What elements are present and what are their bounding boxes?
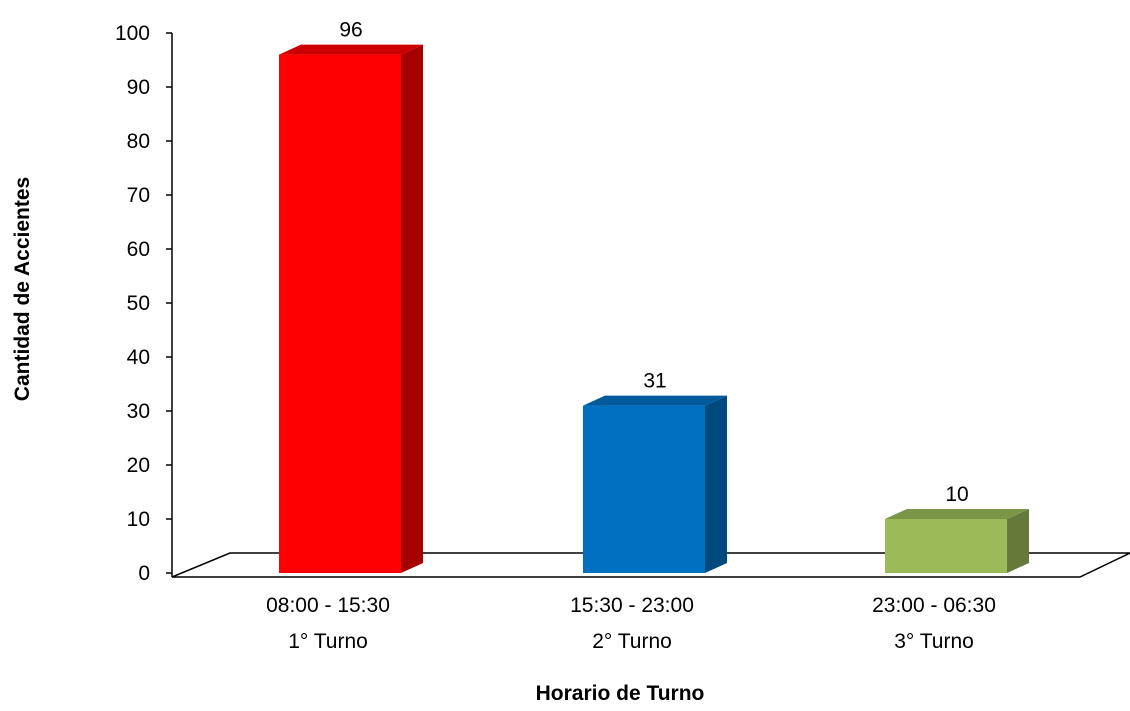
y-tick-label: 70 <box>127 184 150 207</box>
bar-top <box>279 44 423 55</box>
x-tick-label-time: 23:00 - 06:30 <box>872 594 996 617</box>
bar <box>885 509 1029 573</box>
y-tick-label: 40 <box>127 346 150 369</box>
bar <box>279 44 423 574</box>
y-tick-label: 10 <box>127 508 150 531</box>
x-tick-label-shift: 1° Turno <box>288 630 368 653</box>
y-tick-label: 80 <box>127 130 150 153</box>
y-tick-label: 0 <box>138 562 150 585</box>
bar-side <box>401 44 423 574</box>
y-tick-label: 60 <box>127 238 150 261</box>
y-tick-label: 100 <box>115 22 150 45</box>
bar-front <box>279 54 401 574</box>
x-tick-label-shift: 3° Turno <box>894 630 974 653</box>
data-labels: 96 31 10 <box>339 19 968 506</box>
bar <box>583 395 727 573</box>
data-label: 31 <box>643 370 666 393</box>
data-label: 10 <box>945 483 968 506</box>
bar-front <box>885 519 1007 573</box>
y-tick-label: 50 <box>127 292 150 315</box>
y-tick-label: 20 <box>127 454 150 477</box>
bar-side <box>1007 509 1029 573</box>
data-label: 96 <box>339 19 362 42</box>
x-tick-label-time: 08:00 - 15:30 <box>266 594 390 617</box>
x-tick-label-time: 15:30 - 23:00 <box>570 594 694 617</box>
x-axis-title: Horario de Turno <box>536 682 705 705</box>
y-tick-label: 90 <box>127 76 150 99</box>
bar-top <box>583 395 727 406</box>
bar-top <box>885 509 1029 519</box>
y-axis-ticks: 0 10 20 30 40 50 60 70 80 90 100 <box>115 22 172 585</box>
bar-front <box>583 405 705 573</box>
y-axis-title: Cantidad de Accientes <box>11 177 34 401</box>
x-axis-labels: 08:00 - 15:30 1° Turno 15:30 - 23:00 2° Tur… <box>266 594 996 653</box>
y-tick-label: 30 <box>127 400 150 423</box>
bar-side <box>705 395 727 573</box>
x-tick-label-shift: 2° Turno <box>592 630 672 653</box>
bars <box>279 44 1029 574</box>
